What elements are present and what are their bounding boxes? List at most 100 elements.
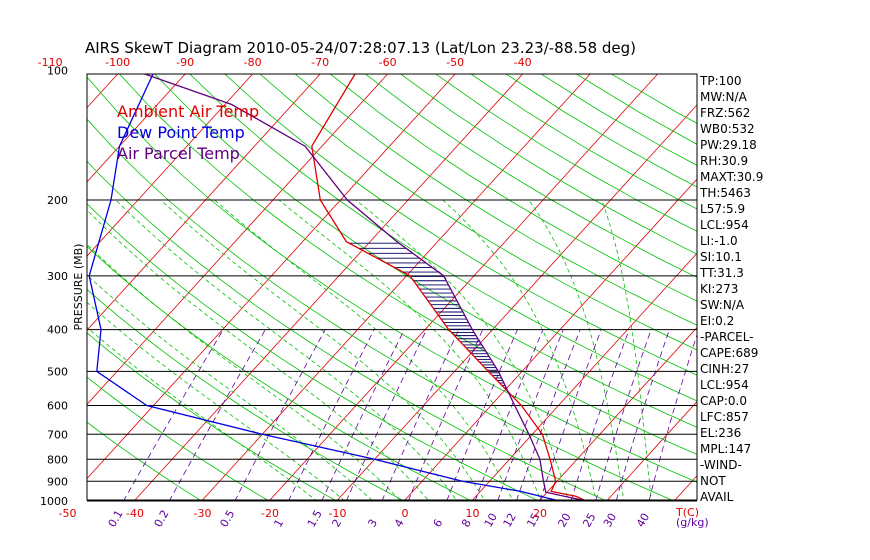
dry-adiabat [329, 74, 697, 302]
dry-adiabat [87, 160, 606, 500]
temp-tick-label: -40 [126, 507, 144, 520]
isotherm [337, 104, 697, 500]
legend-entry: Ambient Air Temp [117, 102, 259, 121]
mixing-ratio-line [570, 329, 630, 500]
isotherm [472, 252, 697, 500]
isotherm [87, 74, 253, 257]
pressure-tick-label: 100 [47, 64, 68, 77]
legend-entry: Dew Point Temp [117, 123, 245, 142]
temp-tick-label: 10 [466, 507, 480, 520]
mixing-ratio-line [234, 329, 326, 500]
moist-adiabat [601, 199, 652, 500]
profiles [88, 74, 586, 500]
isotherm [87, 74, 321, 331]
mixing-ratio-label: 15 [524, 511, 542, 530]
index-label: AVAIL [700, 490, 734, 504]
legend-entry: Air Parcel Temp [117, 144, 240, 163]
temp-tick-label: -50 [59, 507, 77, 520]
isotherm [743, 74, 870, 500]
y-axis-label: PRESSURE (MB) [72, 244, 85, 331]
dry-adiabat [87, 245, 471, 500]
moist-adiabat [87, 301, 345, 500]
dry-adiabat [189, 74, 697, 402]
mixing-ratio-label: 3 [365, 517, 380, 530]
mixing-ratio-line [408, 329, 484, 500]
isotherm [202, 74, 591, 500]
mixing-ratio-label: 20 [556, 511, 574, 530]
index-label: NOT [700, 474, 726, 488]
mixing-ratio-unit: (g/kg) [676, 516, 709, 529]
mixing-ratio-label: 40 [634, 511, 652, 530]
index-label: KI:273 [700, 282, 738, 296]
moist-adiabat [160, 199, 485, 500]
mixing-ratio-line [169, 329, 266, 500]
mixing-ratio-label: 10 [482, 511, 500, 530]
mixing-ratio-label: 30 [601, 511, 619, 530]
index-label: LCL:954 [700, 218, 749, 232]
cape-hatching [349, 242, 508, 391]
dry-adiabat [259, 74, 697, 351]
isotherm [134, 74, 523, 500]
mixing-ratio-line [346, 329, 427, 500]
isotherm [269, 74, 658, 500]
index-label: TP:100 [699, 74, 742, 88]
temp-tick-label: -10 [329, 507, 347, 520]
pressure-tick-label: 800 [47, 453, 68, 466]
plot-frame [86, 73, 698, 501]
mixing-ratio-label: 0.2 [152, 508, 172, 530]
dry-adiabat [87, 203, 538, 500]
mixing-ratio-line [615, 329, 670, 500]
isotherm [0, 74, 50, 500]
dry-adiabat [399, 74, 697, 255]
dry-adiabat [470, 74, 697, 210]
chart-title: AIRS SkewT Diagram 2010-05-24/07:28:07.1… [85, 39, 636, 57]
pressure-tick-label: 500 [47, 365, 68, 378]
moist-adiabat [442, 199, 597, 500]
index-label: TT:31.3 [699, 266, 744, 280]
index-label: PW:29.18 [700, 138, 757, 152]
isotherm [539, 326, 697, 500]
index-label: TH:5463 [699, 186, 751, 200]
moist-adiabat [278, 199, 541, 500]
mixing-ratio-line [321, 329, 405, 500]
stability-indices: TP:100 MW:N/A FRZ:562 WB0:532 PW:29.18 RH:30.… [699, 74, 763, 504]
index-label: -PARCEL- [700, 330, 754, 344]
moist-adiabat [355, 199, 569, 500]
mixing-ratio-line [648, 333, 697, 500]
isotherm [810, 74, 870, 500]
mixing-ratio-line [123, 329, 224, 500]
moist-adiabat [87, 209, 429, 500]
top-temp-tick-label: -80 [244, 56, 262, 69]
legend: Ambient Air Temp Dew Point Temp Air Parcel… [117, 102, 259, 163]
mixing-ratio-label: 0.5 [217, 508, 237, 530]
index-label: RH:30.9 [700, 154, 748, 168]
index-label: MAXT:30.9 [700, 170, 763, 184]
pressure-tick-label: 700 [47, 428, 68, 441]
moist-adiabat [528, 199, 625, 500]
dry-adiabat [87, 288, 404, 500]
index-label: -WIND- [700, 458, 742, 472]
index-label: SW:N/A [700, 298, 745, 312]
index-label: FRZ:562 [700, 106, 750, 120]
index-label: L57:5.9 [700, 202, 745, 216]
mixing-ratio-line [595, 329, 652, 500]
temp-tick-label: -20 [261, 507, 279, 520]
mixing-ratio-line [381, 329, 460, 500]
moist-adiabat [214, 199, 513, 500]
mixing-ratio-label: 0.1 [106, 508, 126, 530]
index-label: WB0:532 [700, 122, 755, 136]
mixing-ratio-line [539, 329, 602, 500]
moist-adiabat [87, 274, 373, 500]
index-label: LFC:857 [700, 410, 749, 424]
pressure-tick-label: 300 [47, 270, 68, 283]
index-label: LI:-1.0 [700, 234, 738, 248]
index-label: MW:N/A [700, 90, 748, 104]
dry-adiabat [87, 118, 673, 500]
pressure-tick-label: 400 [47, 324, 68, 337]
pressure-tick-label: 600 [47, 399, 68, 412]
mixing-ratio-line [288, 329, 375, 500]
top-temp-tick-label: -100 [105, 56, 130, 69]
profile-dew-point-temp [88, 74, 558, 500]
pressure-tick-label: 1000 [40, 495, 68, 508]
